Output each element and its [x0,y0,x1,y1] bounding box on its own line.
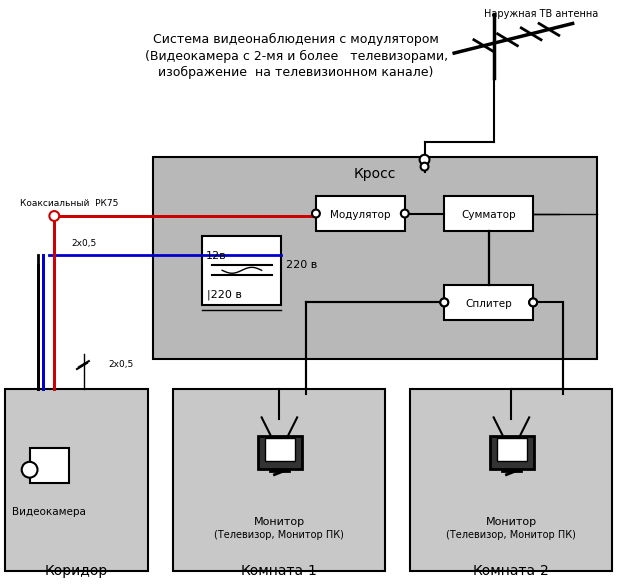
FancyBboxPatch shape [444,285,533,319]
Circle shape [440,298,448,306]
Text: (Телевизор, Монитор ПК): (Телевизор, Монитор ПК) [446,530,577,540]
Circle shape [421,163,428,171]
Text: Монитор: Монитор [486,517,537,527]
Circle shape [529,298,537,306]
Circle shape [401,210,409,217]
Circle shape [49,211,59,221]
FancyBboxPatch shape [29,448,69,482]
FancyBboxPatch shape [496,438,527,461]
FancyBboxPatch shape [153,157,597,359]
FancyBboxPatch shape [490,436,534,469]
FancyBboxPatch shape [265,438,295,461]
Text: (Телевизор, Монитор ПК): (Телевизор, Монитор ПК) [215,530,344,540]
Circle shape [529,298,537,306]
Text: Коридор: Коридор [45,564,108,578]
Text: Система видеонаблюдения с модулятором: Система видеонаблюдения с модулятором [153,33,439,46]
Text: 2х0,5: 2х0,5 [108,360,134,369]
Text: 12в: 12в [205,251,226,261]
Text: Модулятор: Модулятор [330,210,391,220]
FancyBboxPatch shape [410,389,612,571]
Text: Монитор: Монитор [254,517,305,527]
FancyBboxPatch shape [316,196,405,231]
Circle shape [440,298,448,306]
FancyBboxPatch shape [5,389,148,571]
FancyBboxPatch shape [202,236,281,305]
Text: Сумматор: Сумматор [461,210,516,220]
Circle shape [22,462,38,478]
Text: Сплитер: Сплитер [465,299,512,309]
Text: Кросс: Кросс [354,166,396,180]
FancyBboxPatch shape [444,196,533,231]
Text: изображение  на телевизионном канале): изображение на телевизионном канале) [158,66,434,79]
Text: 2х0,5: 2х0,5 [71,239,96,248]
Text: Видеокамера: Видеокамера [13,507,86,517]
Text: Коаксиальный  РК75: Коаксиальный РК75 [20,199,118,208]
Text: Комната-2: Комната-2 [473,564,549,578]
Text: 220 в: 220 в [286,260,317,270]
Text: (Видеокамера с 2-мя и более   телевизорами,: (Видеокамера с 2-мя и более телевизорами… [145,50,448,63]
Text: Наружная ТВ антенна: Наружная ТВ антенна [484,9,598,19]
Circle shape [419,155,429,165]
FancyBboxPatch shape [258,436,302,469]
Circle shape [312,210,320,217]
Text: Комната-1: Комната-1 [240,564,317,578]
FancyBboxPatch shape [173,389,385,571]
Text: |220 в: |220 в [207,289,242,300]
